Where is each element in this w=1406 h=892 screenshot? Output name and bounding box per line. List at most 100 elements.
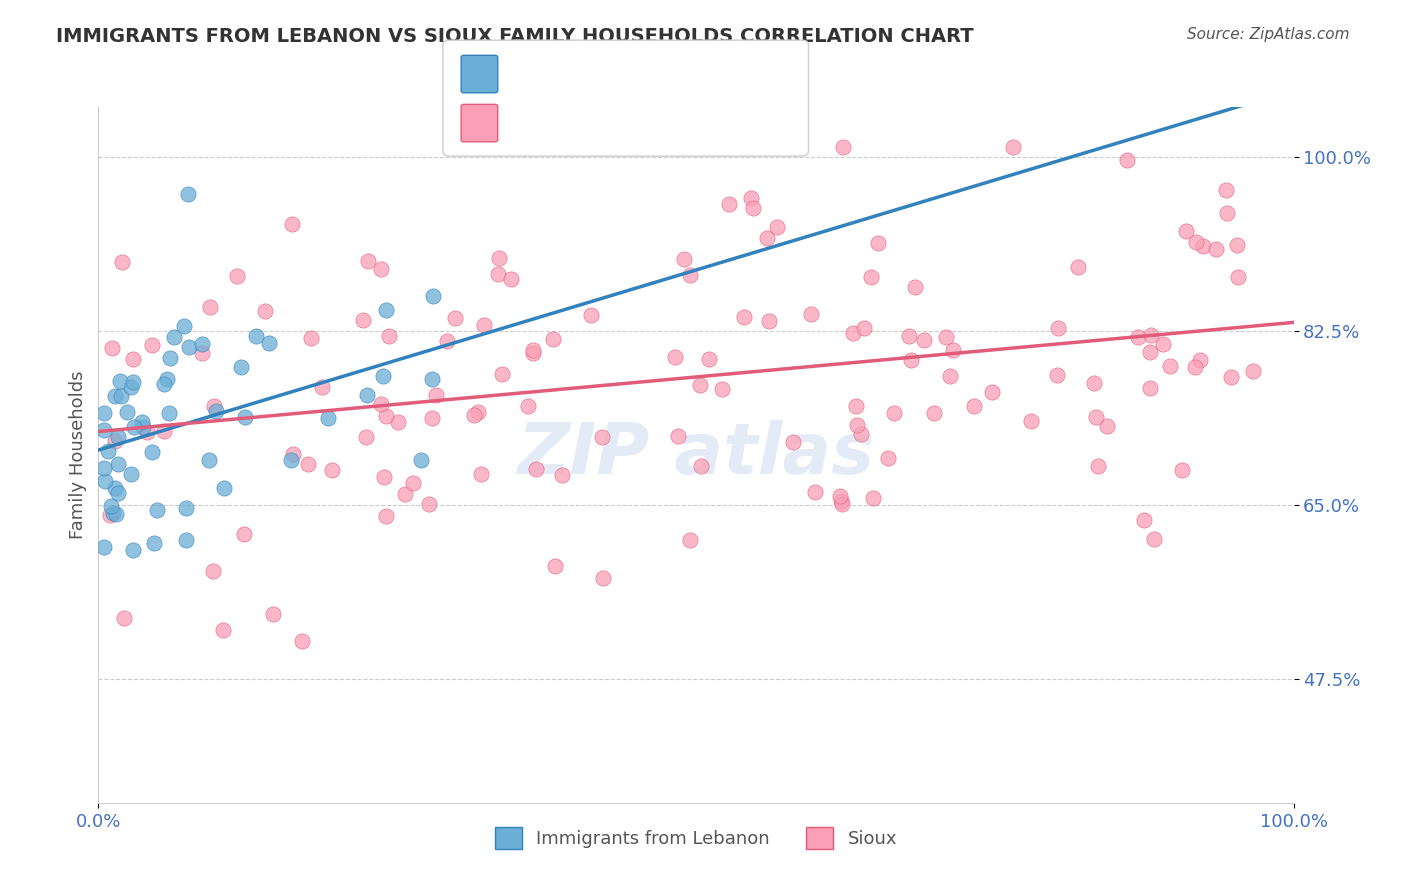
Point [191,337,214,351]
Point [690,459,713,474]
Point [145,503,167,517]
Point [420,410,443,425]
Point [163,330,186,344]
Point [311,380,333,394]
Point [828,489,851,503]
Point [120,467,142,481]
Point [373,470,395,484]
Point [1184,359,1206,374]
Y-axis label: Family Households: Family Households [69,371,87,539]
Point [1142,532,1164,546]
Point [831,497,853,511]
Point [354,430,377,444]
Point [122,419,145,434]
Point [1216,206,1239,220]
Point [98,508,121,522]
Point [436,334,458,348]
Point [356,387,378,401]
Point [1097,419,1119,434]
Point [541,333,564,347]
Point [370,397,392,411]
Point [800,307,823,321]
Point [467,405,489,419]
Point [935,330,957,344]
Point [394,487,416,501]
Point [679,268,702,283]
Point [297,457,319,471]
Point [592,571,614,585]
Point [1175,224,1198,238]
Point [214,482,236,496]
Text: IMMIGRANTS FROM LEBANON VS SIOUX FAMILY HOUSEHOLDS CORRELATION CHART: IMMIGRANTS FROM LEBANON VS SIOUX FAMILY … [56,27,974,45]
Point [112,611,135,625]
Point [132,419,155,434]
Point [107,457,129,471]
Point [1087,458,1109,473]
Point [152,377,174,392]
Point [402,476,425,491]
Point [470,467,492,481]
Point [1205,242,1227,256]
Point [591,430,613,444]
Point [291,633,314,648]
Point [202,400,225,414]
Point [105,507,128,521]
Text: N = 134: N = 134 [668,114,748,132]
Point [104,434,127,448]
Point [841,326,863,340]
Point [352,313,374,327]
Point [101,341,124,355]
Point [177,187,200,202]
Point [299,330,322,344]
Point [370,262,392,277]
Point [173,318,195,333]
Text: Source: ZipAtlas.com: Source: ZipAtlas.com [1187,27,1350,42]
Point [1226,238,1249,252]
Point [93,423,115,437]
Point [136,425,159,439]
Point [765,220,787,235]
Point [664,350,686,364]
Point [197,453,219,467]
Point [717,196,740,211]
Point [1139,344,1161,359]
Point [444,311,467,326]
Point [191,346,214,360]
Point [1019,414,1042,428]
Point [845,399,868,413]
Point [912,333,935,347]
Point [131,415,153,429]
Point [94,474,117,488]
Point [425,388,447,402]
Point [922,406,945,420]
Point [122,375,145,389]
Point [942,343,965,357]
Legend: Immigrants from Lebanon, Sioux: Immigrants from Lebanon, Sioux [488,820,904,856]
Point [1215,183,1237,197]
Point [486,268,509,282]
Point [1046,368,1069,382]
Point [422,288,444,302]
Point [845,417,868,432]
Point [1115,153,1137,168]
Point [672,252,695,267]
Point [121,351,143,366]
Point [225,268,247,283]
Point [866,236,889,251]
Point [710,383,733,397]
Point [281,217,304,231]
Point [862,491,884,506]
Point [980,384,1002,399]
Point [900,353,922,368]
Point [501,272,523,286]
Point [831,140,853,154]
Point [387,415,409,429]
Text: R = 0.510: R = 0.510 [502,114,600,132]
Point [733,310,755,324]
Point [1133,512,1156,526]
Text: R = 0.425: R = 0.425 [502,65,600,83]
Point [153,425,176,439]
Point [876,451,898,466]
Point [201,564,224,578]
Point [963,400,986,414]
